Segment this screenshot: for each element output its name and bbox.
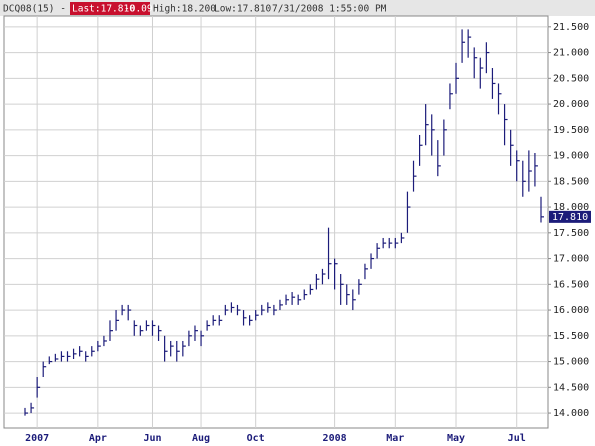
y-tick-label: 14.500 <box>553 382 589 393</box>
last-box <box>70 2 150 15</box>
last: Last:17.810 <box>72 4 135 15</box>
x-tick-label: May <box>447 433 465 444</box>
low: Low:17.810 <box>214 4 271 15</box>
y-tick-label: 14.000 <box>553 408 589 419</box>
y-tick-label: 20.500 <box>553 73 589 84</box>
symbol: DCQ08(15) - Daily <box>3 4 101 15</box>
y-tick-label: 16.000 <box>553 305 589 316</box>
x-tick-label: Jun <box>143 433 161 444</box>
y-tick-label: 19.000 <box>553 151 589 162</box>
header: DCQ08(15) - Daily Last:17.810 -0.090 Hig… <box>0 0 595 16</box>
y-tick-label: 19.500 <box>553 125 589 136</box>
y-tick-label: 17.000 <box>553 254 589 265</box>
change: -0.090 <box>124 4 159 15</box>
x-tick-label: 2008 <box>323 433 347 444</box>
y-tick-label: 15.500 <box>553 331 589 342</box>
x-tick-label: 2007 <box>25 433 49 444</box>
y-tick-label: 21.500 <box>553 22 589 33</box>
x-tick-label: Oct <box>247 433 265 444</box>
x-tick-label: Mar <box>386 433 404 444</box>
y-tick-label: 20.000 <box>553 99 589 110</box>
y-tick-label: 18.500 <box>553 176 589 187</box>
y-tick-label: 16.500 <box>553 279 589 290</box>
high: High:18.200 <box>153 4 216 15</box>
last-marker-label: 17.810 <box>552 212 588 223</box>
y-tick-label: 18.000 <box>553 202 589 213</box>
plot-frame <box>3 15 549 429</box>
x-tick-label: Jul <box>508 433 526 444</box>
y-tick-label: 21.000 <box>553 48 589 59</box>
y-tick-label: 17.500 <box>553 228 589 239</box>
last-marker <box>549 210 591 223</box>
y-tick-label: 15.000 <box>553 357 589 368</box>
x-tick-label: Apr <box>89 433 107 444</box>
time: 7/31/2008 1:55:00 PM <box>272 4 387 15</box>
x-tick-label: Aug <box>192 433 210 444</box>
